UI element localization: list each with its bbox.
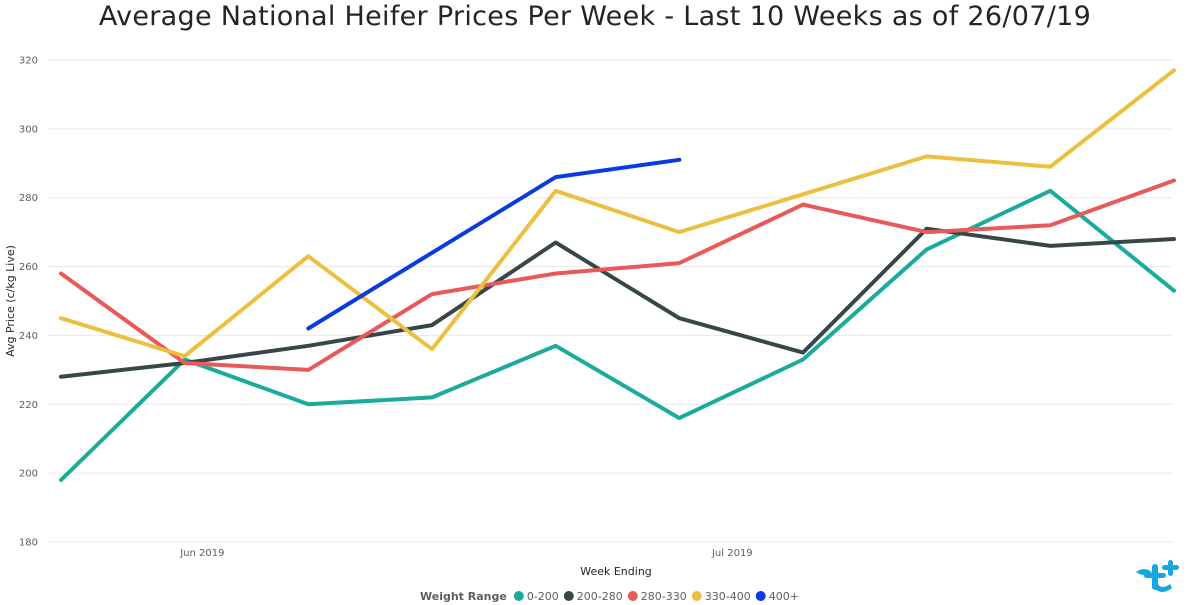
legend-item-label: 400+: [769, 590, 799, 603]
y-axis-title: Avg Price (c/kg Live): [4, 245, 17, 357]
chart-title: Average National Heifer Prices Per Week …: [98, 1, 1092, 32]
legend-item-label: 280-330: [641, 590, 687, 603]
series-line-200-280: [59, 226, 1176, 379]
x-axis-ticks: Jun 2019 Jul 2019: [179, 548, 752, 559]
x-tick-label: Jun 2019: [179, 548, 224, 559]
gridlines: [48, 59, 1172, 543]
series-line-280-330: [59, 178, 1176, 372]
legend: Weight Range 0-200 200-280 280-330 330-400 40…: [420, 590, 799, 603]
y-tick-label: 320: [19, 56, 38, 67]
series-line-400+: [306, 157, 682, 331]
series-line-330-400: [59, 68, 1176, 359]
brand-logo-icon: [1136, 560, 1179, 592]
y-tick-label: 200: [19, 469, 38, 480]
y-tick-label: 260: [19, 262, 38, 273]
legend-item-label: 0-200: [527, 590, 559, 603]
legend-marker: [627, 591, 638, 601]
x-tick-label: Jul 2019: [711, 548, 753, 559]
y-axis-ticks: 180 200 220 240 260 280 300 320: [19, 56, 38, 549]
series-line-0-200: [59, 188, 1176, 482]
y-tick-label: 180: [19, 538, 38, 549]
legend-title: Weight Range: [420, 590, 507, 603]
legend-marker: [513, 591, 524, 601]
y-tick-label: 280: [19, 193, 38, 204]
y-tick-label: 240: [19, 331, 38, 342]
series-lines: [59, 68, 1176, 482]
legend-marker: [755, 591, 766, 601]
legend-item-label: 330-400: [705, 590, 751, 603]
y-tick-label: 220: [19, 400, 38, 411]
legend-marker: [563, 591, 574, 601]
legend-marker: [691, 591, 702, 601]
x-axis-title: Week Ending: [580, 565, 652, 578]
y-tick-label: 300: [19, 124, 38, 135]
legend-item-label: 200-280: [577, 590, 623, 603]
